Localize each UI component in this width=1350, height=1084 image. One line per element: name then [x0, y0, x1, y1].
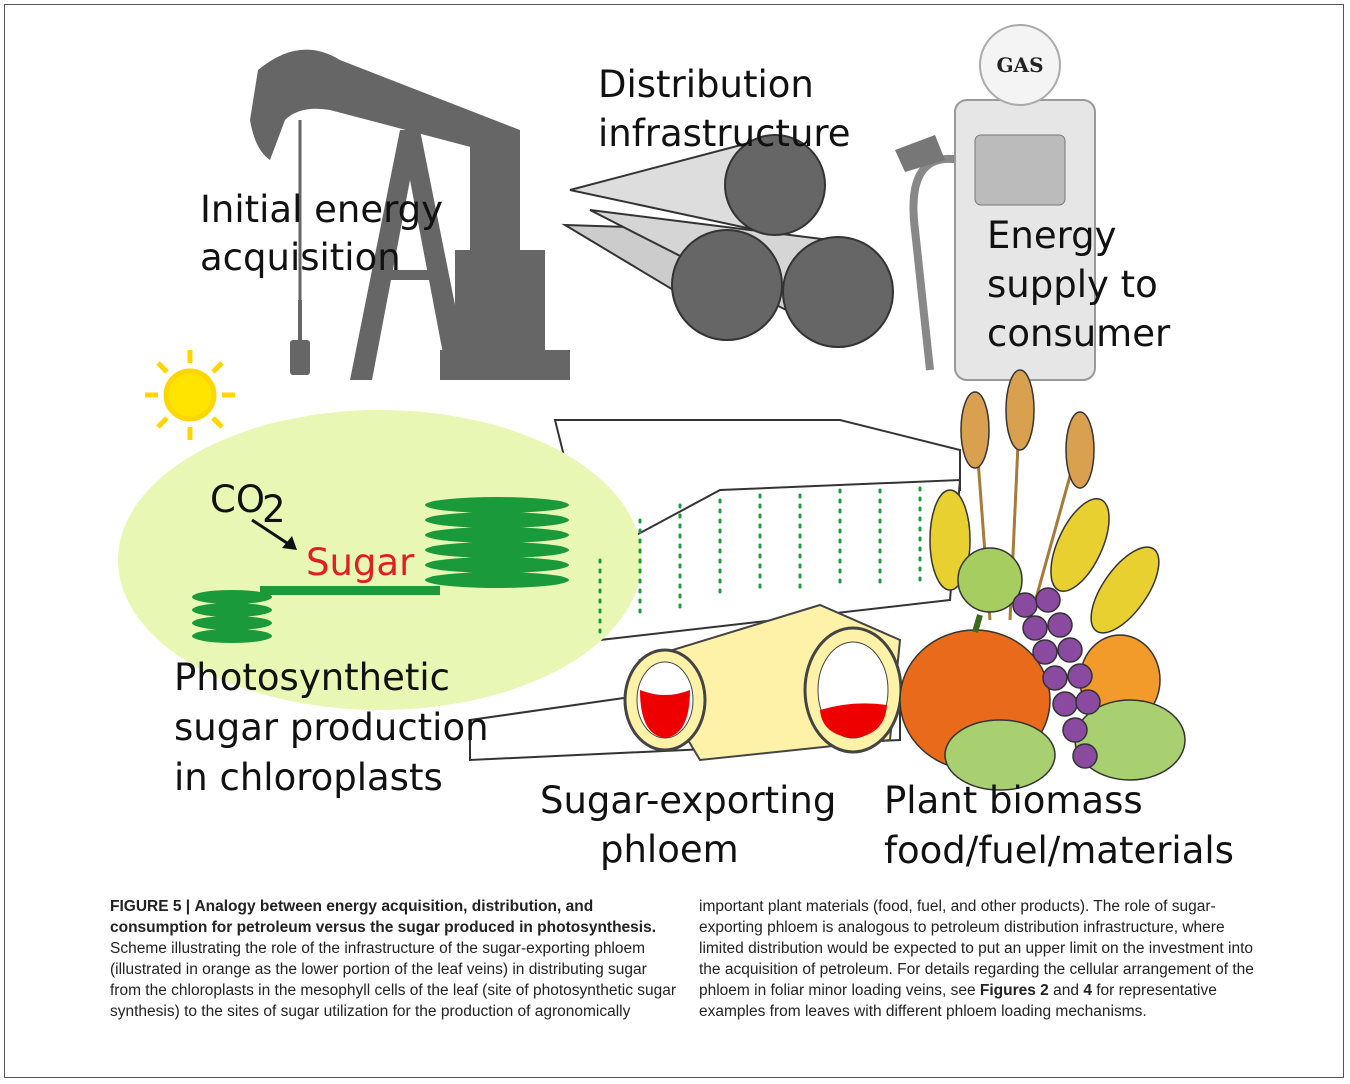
- label: CO: [210, 478, 265, 521]
- caption-body: Scheme illustrating the role of the infr…: [110, 898, 1254, 1020]
- caption-body: and: [1053, 982, 1079, 999]
- label: infrastructure: [598, 112, 851, 155]
- label: in chloroplasts: [174, 756, 443, 799]
- sun: [145, 350, 235, 440]
- label: Initial energy: [200, 188, 443, 231]
- label: Plant biomass: [884, 779, 1143, 822]
- label: Energy: [987, 214, 1117, 257]
- label: Sugar: [306, 541, 415, 584]
- label: 2: [262, 488, 286, 531]
- label: phloem: [600, 828, 739, 871]
- label: supply to: [987, 263, 1158, 306]
- caption-title: Analogy between energy acquisition, dist…: [110, 898, 656, 936]
- pipes: [565, 135, 893, 347]
- caption: FIGURE 5 | Analogy between energy acquis…: [110, 896, 1270, 1022]
- illustration: Distribution infrastructure GAS Initial …: [0, 0, 1350, 890]
- caption-label: FIGURE 5 |: [110, 898, 190, 915]
- label: food/fuel/materials: [884, 829, 1234, 872]
- figure-ref: Figures 2: [980, 982, 1049, 999]
- figure-ref: 4: [1083, 982, 1092, 999]
- page: Distribution infrastructure GAS Initial …: [0, 0, 1350, 1084]
- label: Photosynthetic: [174, 656, 450, 699]
- label: consumer: [987, 312, 1171, 355]
- label: Distribution: [598, 63, 814, 106]
- produce: [900, 370, 1185, 790]
- label: Sugar-exporting: [540, 779, 836, 822]
- label: acquisition: [200, 236, 401, 279]
- label: GAS: [996, 53, 1043, 77]
- label: sugar production: [174, 706, 489, 749]
